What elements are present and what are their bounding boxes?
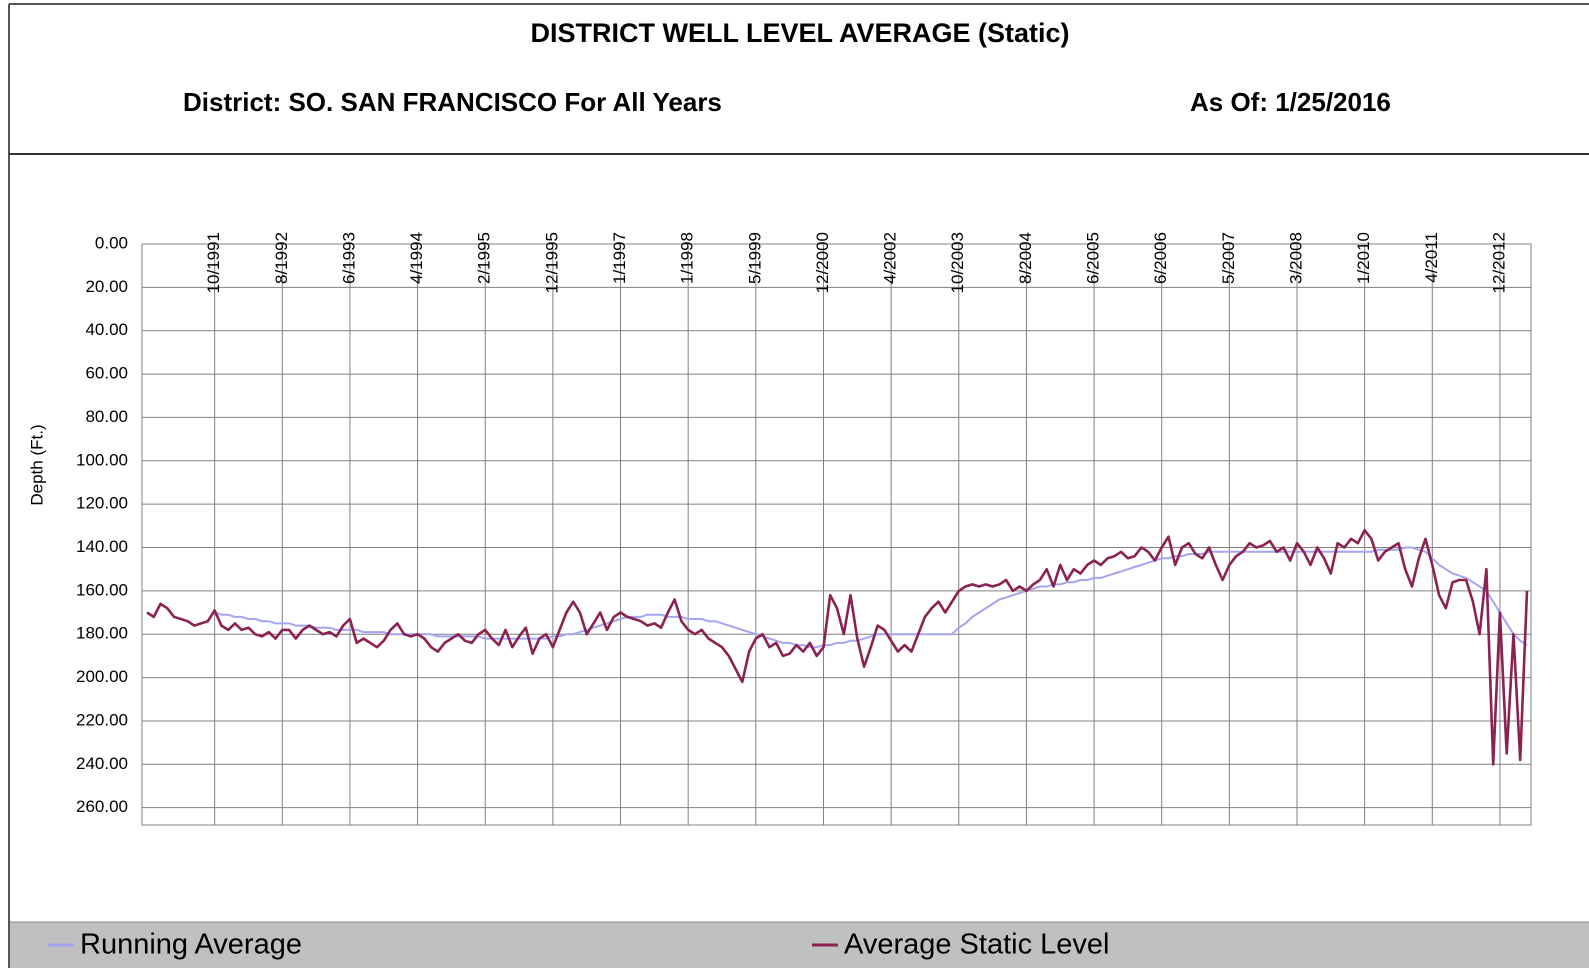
y-axis-label: Depth (Ft.) bbox=[27, 424, 46, 505]
x-tick-label: 1/1997 bbox=[610, 232, 629, 284]
x-tick-label: 12/2000 bbox=[813, 232, 832, 293]
y-tick-label: 220.00 bbox=[76, 710, 128, 729]
y-tick-label: 80.00 bbox=[85, 407, 128, 426]
x-tick-label: 10/2003 bbox=[948, 232, 967, 293]
y-tick-label: 200.00 bbox=[76, 667, 128, 686]
as-of-date: As Of: 1/25/2016 bbox=[1190, 87, 1391, 117]
x-tick-label: 1/2010 bbox=[1354, 232, 1373, 284]
y-tick-label: 180.00 bbox=[76, 624, 128, 643]
legend-label: Running Average bbox=[80, 929, 302, 961]
y-tick-label: 40.00 bbox=[85, 320, 128, 339]
legend-bar bbox=[10, 922, 1589, 968]
x-tick-label: 4/1994 bbox=[407, 232, 426, 284]
y-tick-label: 120.00 bbox=[76, 494, 128, 513]
x-tick-label: 10/1991 bbox=[204, 232, 223, 293]
y-tick-label: 260.00 bbox=[76, 797, 128, 816]
legend-label: Average Static Level bbox=[844, 929, 1109, 961]
x-tick-label: 4/2002 bbox=[881, 232, 900, 284]
x-tick-label: 4/2011 bbox=[1422, 232, 1441, 283]
series-line bbox=[146, 528, 1529, 766]
y-tick-label: 60.00 bbox=[85, 364, 128, 383]
chart-subtitle: District: SO. SAN FRANCISCO For All Year… bbox=[183, 87, 722, 117]
x-tick-label: 12/1995 bbox=[542, 232, 561, 293]
series-line bbox=[214, 546, 1528, 649]
x-tick-label: 5/2007 bbox=[1219, 232, 1238, 284]
y-tick-label: 240.00 bbox=[76, 754, 128, 773]
plot-area bbox=[141, 243, 1532, 826]
x-tick-label: 6/2006 bbox=[1151, 232, 1170, 284]
x-tick-label: 8/2004 bbox=[1016, 232, 1035, 284]
x-tick-label: 8/1992 bbox=[272, 232, 291, 284]
x-tick-label: 6/2005 bbox=[1084, 232, 1103, 284]
x-tick-label: 2/1995 bbox=[475, 232, 494, 284]
y-tick-label: 20.00 bbox=[85, 277, 128, 296]
x-tick-label: 6/1993 bbox=[339, 232, 358, 284]
y-tick-label: 140.00 bbox=[76, 537, 128, 556]
x-tick-label: 1/1998 bbox=[678, 232, 697, 284]
chart-title: DISTRICT WELL LEVEL AVERAGE (Static) bbox=[530, 18, 1069, 48]
x-tick-label: 12/2012 bbox=[1489, 232, 1508, 293]
y-tick-label: 160.00 bbox=[76, 580, 128, 599]
y-tick-label: 100.00 bbox=[76, 450, 128, 469]
x-tick-label: 3/2008 bbox=[1286, 232, 1305, 284]
x-tick-label: 5/1999 bbox=[745, 232, 764, 284]
y-tick-label: 0.00 bbox=[95, 233, 128, 252]
